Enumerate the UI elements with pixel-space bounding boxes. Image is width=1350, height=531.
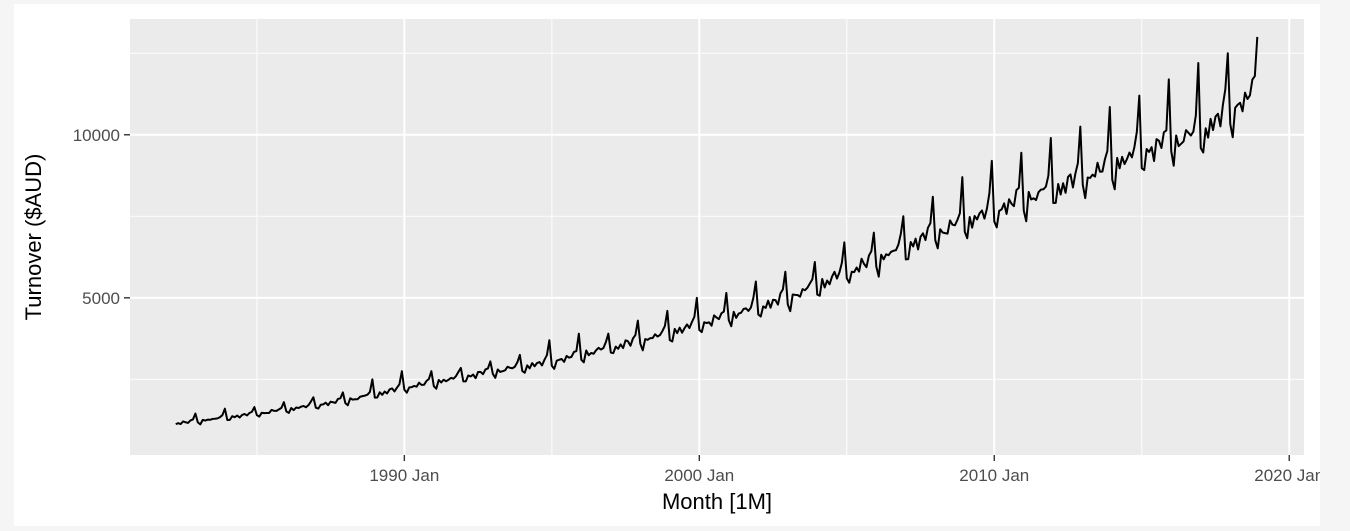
y-axis: 5000 10000 — [73, 126, 130, 308]
y-axis-title: Turnover ($AUD) — [21, 154, 46, 321]
x-tick-label: 2020 Jan — [1254, 466, 1320, 485]
y-tick-label: 5000 — [82, 289, 120, 308]
x-tick-label: 1990 Jan — [369, 466, 439, 485]
series-line-turnover — [175, 36, 1259, 426]
plot-panel — [130, 19, 1304, 455]
x-tick-label: 2000 Jan — [664, 466, 734, 485]
x-tick-label: 2010 Jan — [959, 466, 1029, 485]
y-tick-label: 10000 — [73, 126, 120, 145]
grid-minor — [130, 19, 1304, 455]
x-axis: 1990 Jan 2000 Jan 2010 Jan 2020 Jan — [369, 455, 1320, 485]
chart-svg: 5000 10000 1990 Jan 2000 Jan 2010 Jan 2020 J… — [21, 19, 1320, 514]
chart-canvas: 5000 10000 1990 Jan 2000 Jan 2010 Jan 2020 J… — [14, 4, 1320, 526]
x-axis-title: Month [1M] — [662, 489, 772, 514]
